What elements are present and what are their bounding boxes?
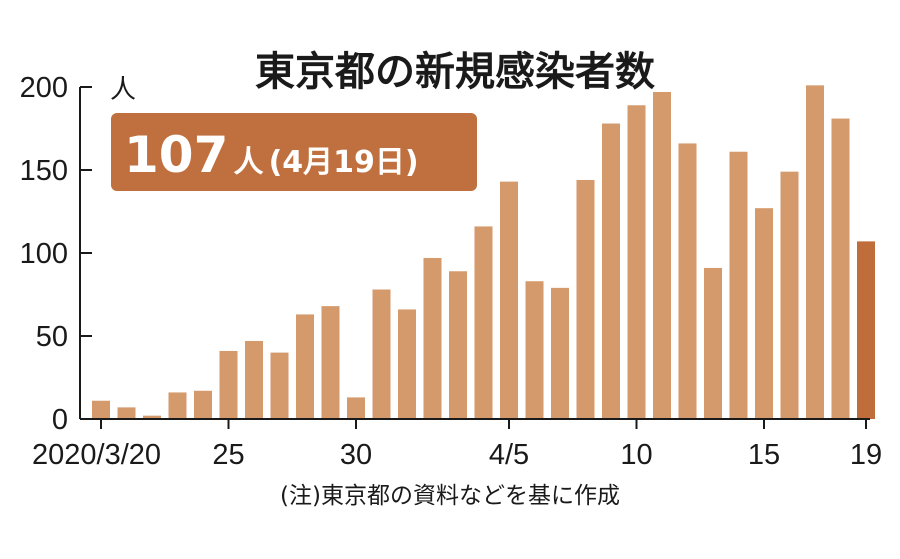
chart-title: 東京都の新規感染者数 [255,49,655,95]
x-tick-label: 4/5 [489,439,529,471]
bar-4-5 [500,181,518,419]
bar-3-21 [117,407,136,419]
y-axis: 0 50 100 150 200 [20,72,92,436]
bar-3-31 [372,289,391,419]
bar-4-12 [678,143,697,419]
callout-unit: 人 [233,145,263,180]
x-axis: 2020/3/20 25 30 4/5 10 15 19 [32,418,882,471]
bar-4-17 [806,85,824,419]
callout-value: 107 [124,126,228,184]
bar-3-20 [92,400,110,419]
bar-3-27 [270,352,289,419]
y-axis-unit: 人 [110,75,136,105]
bar-3-29 [321,306,340,419]
source-note: (注)東京都の資料などを基に作成 [280,483,620,509]
bar-3-24 [194,390,212,419]
y-tick-label: 50 [36,321,68,353]
bar-4-6 [525,281,544,419]
bar-4-14 [729,151,748,420]
y-tick-label: 200 [20,72,68,104]
bar-3-23 [168,392,187,419]
bar-4-4 [474,226,493,419]
bar-3-25 [219,350,238,419]
bar-4-7 [551,287,569,419]
bar-4-16 [780,171,799,419]
value-callout: 107 人 (4月19日) [111,113,477,191]
callout-date: (4月19日) [269,145,419,180]
bar-4-1 [398,309,416,419]
bar-4-18 [831,118,850,419]
bar-3-22 [143,415,161,419]
x-tick-label: 25 [212,439,244,471]
bar-3-30 [347,397,365,419]
bars [92,85,875,420]
bar-3-28 [296,314,314,419]
bar-3-26 [245,340,263,419]
x-tick-label: 10 [620,439,652,471]
bar-4-15 [755,208,773,419]
bar-4-13 [704,267,722,419]
x-tick-label: 30 [340,439,372,471]
bar-4-11 [653,91,671,419]
y-tick-label: 0 [52,404,68,436]
bar-4-3 [449,271,467,419]
y-tick-label: 100 [20,238,68,270]
x-tick-label: 15 [748,439,780,471]
bar-4-2 [423,257,442,419]
y-tick-label: 150 [20,155,68,187]
bar-4-10 [627,105,646,419]
callout-box [111,113,477,191]
x-tick-label: 19 [850,439,882,471]
bar-4-9 [602,123,620,420]
callout-text: 107 人 (4月19日) [124,126,419,184]
x-tick-label: 2020/3/20 [32,439,161,471]
bar-4-19 [857,241,875,419]
bar-4-8 [576,179,595,419]
